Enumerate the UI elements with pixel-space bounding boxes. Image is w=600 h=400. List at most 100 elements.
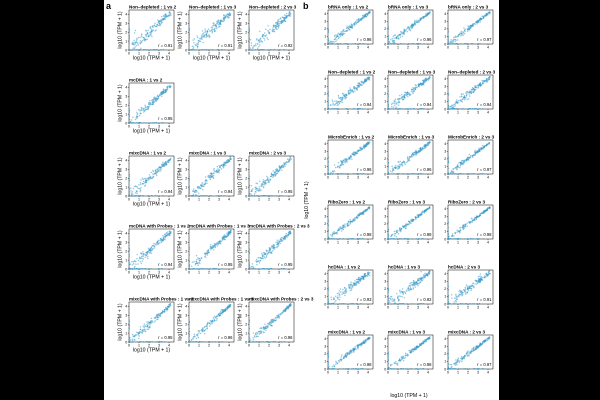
data-point bbox=[283, 14, 286, 16]
data-point bbox=[472, 154, 475, 157]
data-point bbox=[387, 103, 390, 106]
plot-title: MicrobEnrich : 1 vs 2 bbox=[328, 135, 375, 140]
data-point bbox=[462, 173, 464, 175]
data-point bbox=[453, 108, 456, 110]
plot-title: mcDNA with Probes : 1 vs 3 bbox=[189, 224, 250, 229]
y-tick-label: 2 bbox=[324, 222, 326, 226]
data-point bbox=[133, 121, 135, 124]
data-point bbox=[197, 43, 199, 45]
data-point bbox=[356, 88, 358, 91]
data-point bbox=[199, 187, 202, 190]
data-point bbox=[288, 12, 290, 14]
data-point bbox=[447, 35, 450, 38]
data-point bbox=[275, 169, 278, 172]
data-point bbox=[463, 96, 466, 99]
data-point bbox=[128, 31, 131, 33]
data-point bbox=[147, 36, 150, 38]
data-point bbox=[458, 33, 461, 36]
data-point bbox=[260, 48, 262, 51]
data-point bbox=[145, 39, 147, 41]
data-point bbox=[349, 87, 351, 89]
data-point bbox=[147, 328, 150, 331]
data-point bbox=[334, 100, 336, 102]
data-point bbox=[353, 108, 356, 110]
data-point bbox=[419, 108, 421, 110]
data-points bbox=[447, 75, 491, 110]
data-point bbox=[351, 24, 353, 27]
data-point bbox=[283, 162, 286, 165]
data-point bbox=[332, 170, 334, 172]
data-point bbox=[212, 28, 214, 30]
data-point bbox=[456, 168, 458, 170]
data-point bbox=[254, 186, 257, 189]
data-point bbox=[401, 173, 403, 175]
data-point bbox=[131, 264, 134, 266]
data-point bbox=[285, 163, 287, 165]
data-point bbox=[270, 267, 273, 270]
data-point bbox=[333, 108, 335, 110]
data-point bbox=[258, 39, 260, 41]
data-point bbox=[462, 98, 465, 100]
data-point bbox=[147, 48, 150, 51]
data-point bbox=[266, 249, 269, 252]
data-point bbox=[217, 19, 219, 22]
data-point bbox=[361, 14, 364, 17]
data-points bbox=[128, 230, 172, 270]
x-tick-label: 1 bbox=[457, 176, 459, 180]
x-tick-label: 2 bbox=[467, 176, 469, 180]
data-point bbox=[212, 174, 215, 177]
x-tick-label: 3 bbox=[417, 176, 419, 180]
scatter-plot: mcDNA with Probes : 2 vs 3r = 0.950 1 2 3 40… bbox=[238, 224, 311, 275]
data-point bbox=[149, 340, 152, 343]
data-point bbox=[153, 101, 155, 104]
x-tick-label: 1 bbox=[138, 198, 140, 202]
data-point bbox=[209, 323, 212, 325]
data-point bbox=[143, 177, 146, 180]
data-point bbox=[204, 267, 206, 270]
data-point bbox=[128, 112, 131, 114]
data-point bbox=[337, 165, 340, 168]
data-point bbox=[481, 147, 484, 149]
data-point bbox=[259, 259, 262, 262]
data-point bbox=[328, 41, 331, 44]
data-point bbox=[204, 328, 207, 331]
data-point bbox=[165, 235, 168, 237]
data-point bbox=[141, 33, 143, 35]
data-point bbox=[461, 100, 463, 103]
data-point bbox=[210, 173, 213, 176]
data-point bbox=[259, 190, 261, 192]
data-point bbox=[248, 46, 251, 48]
data-point bbox=[415, 173, 418, 175]
x-tick-label: 3 bbox=[218, 198, 220, 202]
data-point bbox=[354, 154, 356, 157]
y-axis-label: log10 (TPM + 1) bbox=[118, 230, 124, 268]
data-point bbox=[273, 48, 275, 51]
data-point bbox=[398, 230, 400, 232]
data-point bbox=[134, 192, 137, 194]
data-point bbox=[163, 17, 166, 19]
x-tick-label: 1 bbox=[397, 176, 399, 180]
data-point bbox=[131, 339, 134, 342]
data-point bbox=[128, 118, 131, 121]
data-point bbox=[269, 324, 272, 326]
data-point bbox=[202, 194, 205, 197]
data-point bbox=[209, 319, 212, 322]
data-point bbox=[402, 108, 404, 110]
x-tick-label: 4 bbox=[367, 241, 369, 245]
data-point bbox=[250, 42, 253, 44]
x-tick-label: 0 bbox=[128, 52, 130, 56]
data-point bbox=[131, 190, 134, 193]
data-point bbox=[157, 316, 160, 319]
data-point bbox=[155, 172, 157, 174]
x-axis-label: log10 (TPM + 1) bbox=[253, 56, 291, 62]
data-point bbox=[272, 244, 274, 247]
data-point bbox=[258, 333, 261, 335]
data-point bbox=[466, 43, 468, 45]
data-point bbox=[152, 48, 154, 51]
data-point bbox=[137, 36, 140, 39]
data-point bbox=[199, 267, 201, 270]
data-point bbox=[160, 170, 162, 172]
data-point bbox=[459, 99, 462, 101]
data-point bbox=[262, 180, 264, 183]
